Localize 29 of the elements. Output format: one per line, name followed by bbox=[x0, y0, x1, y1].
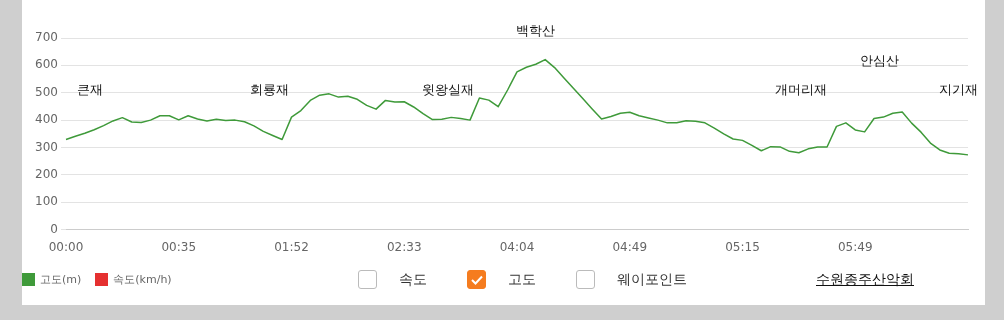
text: 웨이포인트 bbox=[617, 270, 687, 289]
annotation: 개머리재 bbox=[775, 82, 828, 98]
x-tick-label: 02:33 bbox=[386, 239, 422, 254]
legend-label: 속도(km/h) bbox=[113, 272, 172, 287]
x-tick-label: 05:49 bbox=[837, 239, 873, 254]
text: 수원종주산악회 bbox=[816, 271, 914, 289]
y-tick-label: 300 bbox=[35, 139, 58, 154]
text: 고도 bbox=[508, 270, 536, 289]
annotation: 큰재 bbox=[77, 82, 104, 98]
y-tick-label: 200 bbox=[35, 166, 58, 181]
x-tick-label: 00:35 bbox=[161, 239, 197, 254]
text: 속도 bbox=[399, 270, 427, 289]
annotation: 지기재 bbox=[939, 82, 979, 98]
annotation: 안심산 bbox=[860, 52, 900, 68]
y-tick-label: 700 bbox=[35, 30, 58, 45]
y-tick-label: 500 bbox=[35, 84, 58, 99]
x-tick-label: 00:00 bbox=[48, 239, 84, 254]
x-tick-label: 04:04 bbox=[499, 239, 535, 254]
text: 백학산 bbox=[516, 22, 556, 38]
x-tick-label: 01:52 bbox=[274, 239, 309, 254]
y-tick-label: 100 bbox=[35, 194, 58, 209]
annotation: 회룡재 bbox=[250, 82, 290, 98]
x-tick-label: 04:49 bbox=[612, 239, 648, 254]
y-tick-label: 400 bbox=[35, 112, 58, 127]
x-tick-label: 05:15 bbox=[725, 239, 760, 254]
y-tick-label: 0 bbox=[50, 221, 58, 236]
legend-label: 고도(m) bbox=[40, 272, 82, 287]
annotation: 윗왕실재 bbox=[422, 82, 475, 98]
y-tick-label: 600 bbox=[35, 57, 58, 72]
